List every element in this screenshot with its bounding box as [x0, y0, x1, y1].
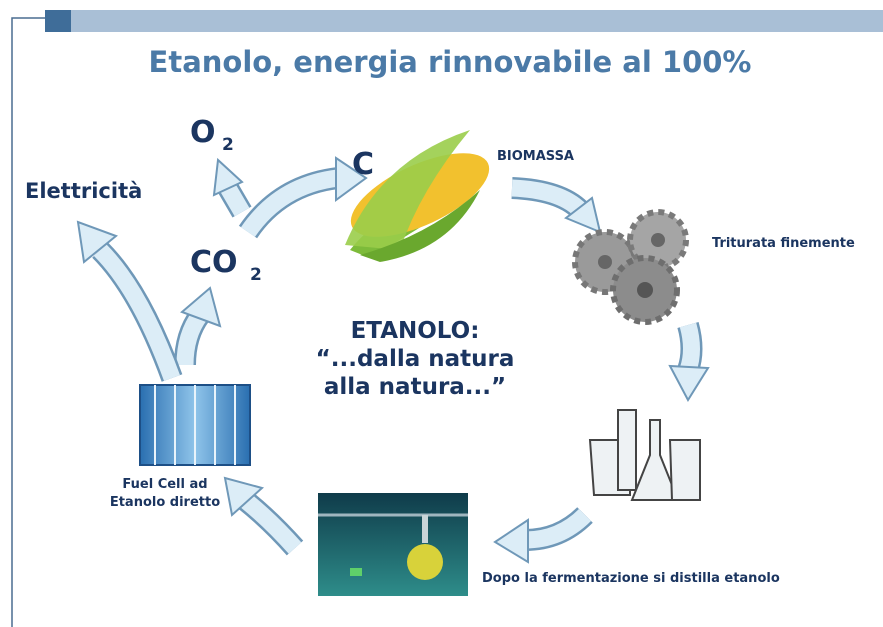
center-text: ETANOLO:: [351, 318, 480, 344]
fuel-cell-illustration: [140, 385, 250, 465]
diagram: Etanolo, energia rinnovabile al 100%: [0, 0, 883, 627]
biomassa-label: BIOMASSA: [497, 149, 574, 164]
co2-symbol: CO: [190, 245, 238, 280]
fuel-cell-label: Etanolo diretto: [110, 495, 220, 510]
c-symbol: C: [352, 147, 374, 182]
bar-accent: [45, 10, 71, 32]
o2-subscript: 2: [222, 135, 234, 155]
co2-subscript: 2: [250, 265, 262, 285]
title: Etanolo, energia rinnovabile al 100%: [149, 45, 752, 79]
o2-symbol: O: [190, 115, 216, 150]
elettricita-label: Elettricità: [25, 179, 142, 203]
triturata-label: Triturata finemente: [712, 236, 855, 251]
distillation-label: Dopo la fermentazione si distilla etanol…: [482, 571, 780, 586]
center-text: “...dalla natura: [316, 346, 515, 372]
lab-photo: [318, 493, 468, 596]
glassware-illustration: [590, 410, 700, 500]
fuel-cell-label: Fuel Cell ad: [122, 477, 207, 492]
center-text: alla natura...”: [324, 374, 506, 400]
frame-line: [12, 18, 45, 627]
top-bar: [45, 10, 883, 32]
